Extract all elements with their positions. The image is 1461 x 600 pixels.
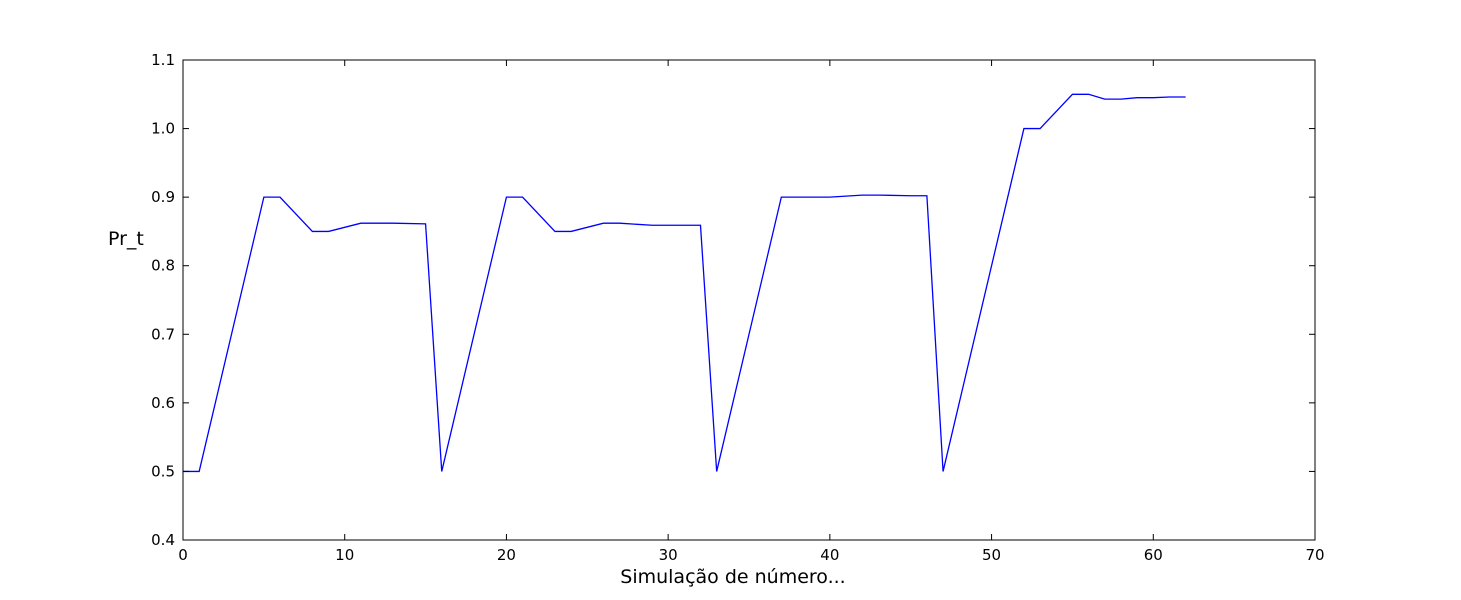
x-tick-label: 30 [659, 546, 678, 564]
x-tick-label: 60 [1144, 546, 1163, 564]
y-tick-label: 1.1 [151, 51, 175, 69]
x-tick-label: 40 [820, 546, 839, 564]
series-line [183, 93, 1186, 473]
y-axis-ticks: 0.4 0.5 0.6 0.7 0.8 0.9 1.0 1.1 [151, 51, 1315, 549]
y-tick-label: 0.9 [151, 188, 175, 206]
x-tick-label: 70 [1305, 546, 1324, 564]
y-axis-label: Pr_t [108, 228, 144, 250]
y-tick-label: 0.5 [151, 462, 175, 480]
plot-area [183, 60, 1315, 540]
y-tick-label: 0.6 [151, 394, 175, 412]
x-tick-label: 50 [982, 546, 1001, 564]
y-tick-label: 0.4 [151, 531, 175, 549]
series-layer [183, 93, 1186, 473]
x-tick-label: 20 [497, 546, 516, 564]
y-tick-label: 0.8 [151, 257, 175, 275]
x-axis-ticks: 0 10 20 30 40 50 60 70 [178, 60, 1325, 564]
x-tick-label: 10 [335, 546, 354, 564]
y-tick-label: 0.7 [151, 325, 175, 343]
x-axis-label: Simulação de número... [620, 566, 845, 588]
x-tick-label: 0 [178, 546, 188, 564]
y-tick-label: 1.0 [151, 120, 175, 138]
plot-frame [182, 59, 1316, 541]
